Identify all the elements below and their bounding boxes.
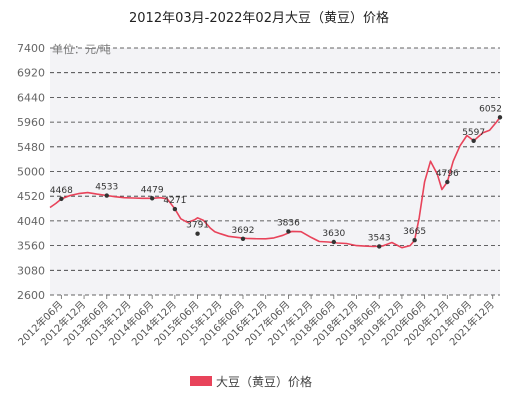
legend-label: 大豆（黄豆）价格 <box>216 374 312 389</box>
data-point[interactable] <box>195 231 200 236</box>
y-tick-label: 5960 <box>17 116 45 129</box>
data-point[interactable] <box>240 236 246 242</box>
x-axis: 2012年06月2012年12月2013年06月2013年12月2014年06月… <box>15 295 497 348</box>
data-point[interactable] <box>286 229 291 234</box>
y-tick-label: 4040 <box>17 215 45 228</box>
grid <box>50 47 500 296</box>
data-point[interactable] <box>412 237 417 243</box>
series-line <box>49 116 501 249</box>
data-label: 4271 <box>163 196 186 206</box>
data-label: 4479 <box>141 185 164 195</box>
data-point[interactable] <box>471 138 476 143</box>
y-tick-label: 7400 <box>17 42 45 55</box>
y-tick-label: 2600 <box>17 289 45 302</box>
data-point[interactable] <box>331 239 337 245</box>
data-label: 4468 <box>50 186 73 196</box>
data-label: 3836 <box>277 218 300 228</box>
y-tick-label: 3080 <box>17 264 45 277</box>
data-label: 5597 <box>462 128 485 138</box>
data-label: 4533 <box>95 183 118 193</box>
data-label: 3665 <box>403 227 426 237</box>
data-point[interactable] <box>377 244 382 249</box>
legend[interactable]: 大豆（黄豆）价格 <box>190 374 312 389</box>
data-point[interactable] <box>445 179 450 185</box>
data-label: 3543 <box>368 233 391 243</box>
data-point[interactable] <box>104 193 109 198</box>
data-point[interactable] <box>59 196 64 202</box>
unit-label: 单位：元/吨 <box>52 42 111 56</box>
data-label: 3791 <box>186 221 209 231</box>
data-point[interactable] <box>172 206 178 212</box>
y-tick-label: 5480 <box>17 141 45 154</box>
legend-swatch <box>190 376 212 386</box>
y-tick-label: 6920 <box>17 67 45 80</box>
series-layer <box>49 116 501 249</box>
chart-title: 2012年03月-2022年02月大豆（黄豆）价格 <box>129 10 389 26</box>
data-point[interactable] <box>497 115 503 120</box>
y-tick-label: 4520 <box>17 190 45 203</box>
data-label: 3692 <box>232 226 255 236</box>
y-axis: 2600 3080 3560 4040 4520 5000 5480 5960 6440 6920… <box>17 42 45 302</box>
y-tick-label: 6440 <box>17 91 45 104</box>
y-tick-label: 3560 <box>17 240 45 253</box>
data-label: 4796 <box>436 169 459 179</box>
data-label: 6052 <box>479 104 502 114</box>
data-label: 3630 <box>322 229 345 239</box>
data-point[interactable] <box>149 196 155 201</box>
y-tick-label: 5000 <box>17 166 45 179</box>
